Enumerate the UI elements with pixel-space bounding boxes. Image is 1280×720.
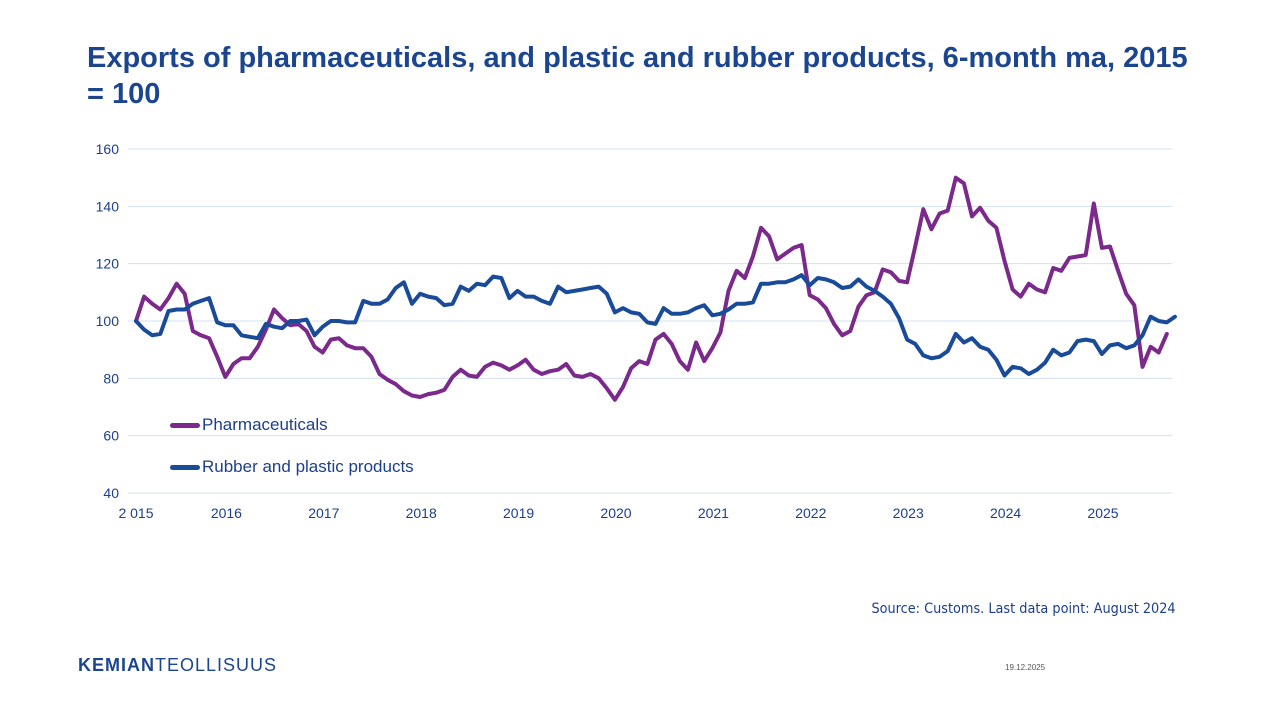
x-tick-label: 2016 bbox=[211, 505, 242, 521]
legend-label-rubber-plastic: Rubber and plastic products bbox=[202, 457, 414, 476]
legend-label-pharmaceuticals: Pharmaceuticals bbox=[202, 415, 328, 434]
legend-item-pharmaceuticals: Pharmaceuticals bbox=[170, 415, 328, 435]
legend-swatch-rubber-plastic bbox=[170, 464, 200, 470]
logo-light-text: TEOLLISUUS bbox=[155, 655, 278, 675]
chart-title: Exports of pharmaceuticals, and plastic … bbox=[87, 42, 1188, 110]
series-line-rubber-and-plastic-products bbox=[134, 273, 1177, 378]
legend-item-rubber-plastic: Rubber and plastic products bbox=[170, 457, 414, 477]
y-tick-label: 100 bbox=[96, 313, 120, 329]
y-tick-label: 140 bbox=[96, 198, 120, 214]
x-tick-label: 2 015 bbox=[118, 505, 153, 521]
x-tick-label: 2025 bbox=[1087, 505, 1118, 521]
x-tick-label: 2024 bbox=[990, 505, 1021, 521]
x-tick-label: 2020 bbox=[600, 505, 631, 521]
y-tick-label: 120 bbox=[96, 256, 120, 272]
y-tick-label: 80 bbox=[103, 370, 119, 386]
legend-swatch-pharmaceuticals bbox=[170, 422, 200, 428]
x-tick-label: 2022 bbox=[795, 505, 826, 521]
series-lines bbox=[134, 175, 1177, 402]
x-tick-label: 2017 bbox=[308, 505, 339, 521]
y-tick-label: 40 bbox=[103, 485, 119, 501]
x-axis-ticks: 2 015 2016 2017 2018 2019 2020 2021 2022 2023 202… bbox=[118, 505, 1118, 521]
slide-date: 19.12.2025 bbox=[1005, 663, 1046, 672]
y-axis-ticks: 40 60 80 100 120 140 160 bbox=[96, 141, 120, 501]
series-line-pharmaceuticals bbox=[134, 175, 1169, 402]
source-note: Source: Customs. Last data point: August… bbox=[871, 601, 1176, 617]
x-tick-label: 2018 bbox=[406, 505, 437, 521]
y-tick-label: 60 bbox=[103, 428, 119, 444]
y-tick-label: 160 bbox=[96, 141, 120, 157]
gridlines bbox=[128, 148, 1172, 494]
x-tick-label: 2023 bbox=[893, 505, 924, 521]
x-tick-label: 2021 bbox=[698, 505, 729, 521]
x-tick-label: 2019 bbox=[503, 505, 534, 521]
logo-bold-text: KEMIAN bbox=[78, 655, 155, 675]
company-logo: KEMIANTEOLLISUUS bbox=[78, 655, 277, 676]
